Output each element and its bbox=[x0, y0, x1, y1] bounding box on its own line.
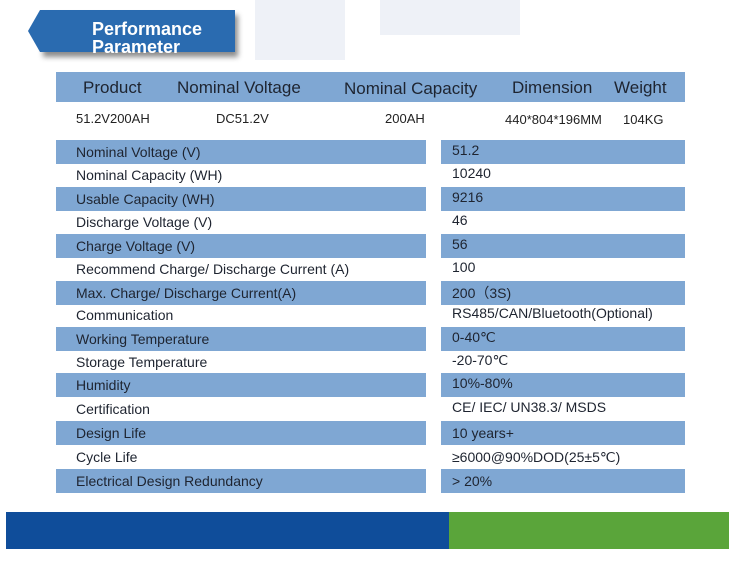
spec-label-cell: Recommend Charge/ Discharge Current (A) bbox=[56, 257, 426, 281]
section-title-line2: Parameter bbox=[92, 37, 181, 57]
spec-value: 9216 bbox=[452, 189, 484, 205]
spec-label-cell: Design Life bbox=[56, 421, 426, 445]
spec-label: Certification bbox=[76, 401, 150, 417]
spec-value: ≥6000@90%DOD(25±5℃) bbox=[452, 449, 621, 465]
spec-label-cell: Max. Charge/ Discharge Current(A) bbox=[56, 281, 426, 305]
spec-label-cell: Nominal Voltage (V) bbox=[56, 140, 426, 164]
footer-green-bar bbox=[449, 512, 729, 549]
spec-label-cell: Cycle Life bbox=[56, 445, 426, 469]
spec-value-cell: 9216 bbox=[441, 187, 685, 211]
spec-label-cell: Communication bbox=[56, 303, 426, 327]
spec-value-cell: 51.2 bbox=[441, 140, 685, 164]
section-title: Performance Parameter bbox=[92, 20, 202, 56]
spec-value: -20-70℃ bbox=[452, 352, 509, 368]
spec-value-cell: 0-40℃ bbox=[441, 327, 685, 351]
header-product: Product bbox=[83, 78, 142, 97]
spec-value-cell: CE/ IEC/ UN38.3/ MSDS bbox=[441, 397, 685, 421]
spec-label: Recommend Charge/ Discharge Current (A) bbox=[76, 261, 350, 277]
spec-label: Nominal Capacity (WH) bbox=[76, 167, 223, 183]
product-capacity: 200AH bbox=[385, 111, 425, 126]
spec-label: Usable Capacity (WH) bbox=[76, 191, 215, 207]
spec-value: 10240 bbox=[452, 165, 491, 181]
spec-value-cell: 46 bbox=[441, 210, 685, 234]
header-nominal-voltage: Nominal Voltage bbox=[177, 78, 301, 97]
product-voltage: DC51.2V bbox=[216, 111, 269, 126]
spec-value-cell: -20-70℃ bbox=[441, 350, 685, 374]
footer-blue-bar bbox=[6, 512, 449, 549]
header-dimension: Dimension bbox=[512, 78, 593, 97]
spec-value: RS485/CAN/Bluetooth(Optional) bbox=[452, 305, 653, 321]
section-title-badge: Performance Parameter bbox=[28, 10, 235, 56]
spec-label-cell: Discharge Voltage (V) bbox=[56, 210, 426, 234]
spec-value: 0-40℃ bbox=[452, 329, 496, 345]
spec-label-cell: Storage Temperature bbox=[56, 350, 426, 374]
watermark-block bbox=[255, 0, 345, 60]
spec-value-cell: 200（3S) bbox=[441, 281, 685, 305]
spec-label: Working Temperature bbox=[76, 331, 210, 347]
spec-label: Storage Temperature bbox=[76, 354, 208, 370]
spec-value-cell: 56 bbox=[441, 234, 685, 258]
product-dimension: 440*804*196MM bbox=[505, 112, 602, 127]
spec-label: Electrical Design Redundancy bbox=[76, 473, 263, 489]
spec-value-cell: 10240 bbox=[441, 163, 685, 187]
spec-label-cell: Electrical Design Redundancy bbox=[56, 469, 426, 493]
spec-value-cell: > 20% bbox=[441, 469, 685, 493]
spec-label: Cycle Life bbox=[76, 449, 138, 465]
header-nominal-capacity: Nominal Capacity bbox=[344, 79, 478, 98]
spec-label: Humidity bbox=[76, 377, 131, 393]
spec-label-cell: Humidity bbox=[56, 373, 426, 397]
spec-value: 51.2 bbox=[452, 142, 480, 158]
header-weight: Weight bbox=[614, 78, 667, 97]
product-table-header: Product Nominal Voltage Nominal Capacity… bbox=[56, 72, 685, 102]
spec-label: Communication bbox=[76, 307, 174, 323]
spec-label: Charge Voltage (V) bbox=[76, 238, 196, 254]
spec-value-cell: 10%-80% bbox=[441, 373, 685, 397]
spec-label-cell: Certification bbox=[56, 397, 426, 421]
spec-label: Max. Charge/ Discharge Current(A) bbox=[76, 285, 297, 301]
spec-value: 100 bbox=[452, 259, 476, 275]
spec-value: > 20% bbox=[452, 473, 493, 489]
spec-label: Design Life bbox=[76, 425, 147, 441]
section-title-line1: Performance bbox=[92, 19, 203, 39]
spec-label: Discharge Voltage (V) bbox=[76, 214, 213, 230]
spec-value: 10 years+ bbox=[452, 425, 514, 441]
spec-value: 10%-80% bbox=[452, 375, 513, 391]
spec-label-cell: Working Temperature bbox=[56, 327, 426, 351]
spec-label-cell: Nominal Capacity (WH) bbox=[56, 163, 426, 187]
spec-value: 200（3S) bbox=[452, 285, 512, 301]
product-model: 51.2V200AH bbox=[76, 111, 150, 126]
spec-label-cell: Usable Capacity (WH) bbox=[56, 187, 426, 211]
spec-value-cell: 10 years+ bbox=[441, 421, 685, 445]
watermark-block bbox=[380, 0, 520, 35]
spec-value-cell: RS485/CAN/Bluetooth(Optional) bbox=[441, 303, 685, 327]
spec-value-cell: 100 bbox=[441, 257, 685, 281]
spec-value: CE/ IEC/ UN38.3/ MSDS bbox=[452, 399, 607, 415]
spec-value-cell: ≥6000@90%DOD(25±5℃) bbox=[441, 445, 685, 469]
spec-label-cell: Charge Voltage (V) bbox=[56, 234, 426, 258]
spec-label: Nominal Voltage (V) bbox=[76, 144, 201, 160]
spec-value: 46 bbox=[452, 212, 468, 228]
spec-value: 56 bbox=[452, 236, 468, 252]
product-weight: 104KG bbox=[623, 112, 664, 127]
